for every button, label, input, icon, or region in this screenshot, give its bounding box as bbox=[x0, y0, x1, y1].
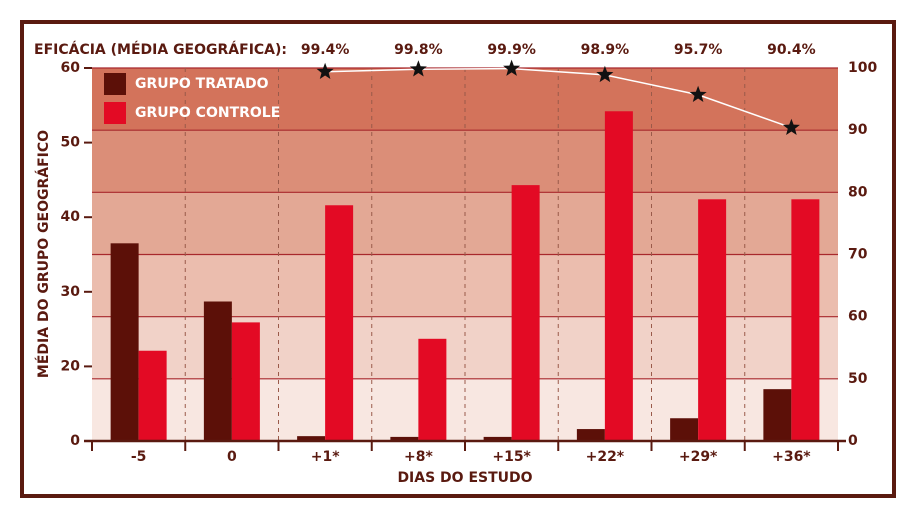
x-tick-label: -5 bbox=[131, 449, 147, 465]
efficacy-value: 99.8% bbox=[394, 42, 443, 58]
bar bbox=[203, 301, 232, 441]
x-tick-label: +15* bbox=[492, 449, 531, 465]
efficacy-value: 99.9% bbox=[487, 42, 536, 58]
efficacy-star bbox=[409, 60, 427, 77]
y2-tick-label: 100 bbox=[848, 60, 877, 76]
bar bbox=[511, 185, 540, 441]
x-axis-label: DIAS DO ESTUDO bbox=[397, 470, 532, 486]
x-tick-label: +1* bbox=[311, 449, 340, 465]
y-tick-label: 0 bbox=[70, 433, 80, 449]
x-tick-label: +22* bbox=[586, 449, 625, 465]
bar bbox=[670, 418, 699, 441]
bar bbox=[791, 199, 820, 441]
y2-tick-label: 90 bbox=[848, 122, 868, 138]
bar bbox=[604, 111, 633, 441]
y2-tick-label: 80 bbox=[848, 184, 868, 200]
x-tick-label: 0 bbox=[227, 449, 237, 465]
y2-tick-label: 50 bbox=[848, 371, 868, 387]
legend-label: GRUPO TRATADO bbox=[135, 76, 269, 92]
bar bbox=[297, 436, 326, 441]
x-tick-label: +36* bbox=[772, 449, 811, 465]
x-tick-label: +29* bbox=[679, 449, 718, 465]
y-axis-label: MÉDIA DO GRUPO GEOGRÁFICO bbox=[35, 130, 52, 378]
legend-swatch bbox=[104, 73, 126, 95]
y2-tick-label: 60 bbox=[848, 309, 868, 325]
y-tick-label: 60 bbox=[61, 60, 81, 76]
bar bbox=[138, 350, 167, 441]
efficacy-star bbox=[316, 62, 334, 79]
y-tick-label: 20 bbox=[61, 358, 81, 374]
efficacy-value: 90.4% bbox=[767, 42, 816, 58]
y-tick-label: 30 bbox=[61, 284, 81, 300]
efficacy-line bbox=[325, 67, 792, 129]
bar bbox=[483, 436, 512, 441]
efficacy-star bbox=[689, 85, 707, 102]
efficacy-value: 95.7% bbox=[674, 42, 723, 58]
efficacy-value: 99.4% bbox=[301, 42, 350, 58]
bar bbox=[418, 338, 447, 441]
y-tick-label: 40 bbox=[61, 209, 81, 225]
legend-swatch bbox=[104, 102, 126, 124]
efficacy-star bbox=[782, 118, 800, 135]
bar bbox=[698, 199, 727, 441]
y2-tick-label: 0 bbox=[848, 433, 858, 449]
bar bbox=[110, 243, 139, 441]
efficacy-label: EFICÁCIA (MÉDIA GEOGRÁFICA): bbox=[34, 41, 287, 58]
bar bbox=[231, 322, 260, 441]
legend-label: GRUPO CONTROLE bbox=[135, 105, 280, 121]
efficacy-value: 98.9% bbox=[581, 42, 630, 58]
efficacy-star bbox=[503, 59, 521, 76]
bar bbox=[390, 436, 419, 441]
efficacy-star bbox=[596, 65, 614, 83]
bar bbox=[576, 429, 605, 441]
y-tick-label: 50 bbox=[61, 135, 81, 151]
bar bbox=[325, 205, 354, 441]
y2-tick-label: 70 bbox=[848, 247, 868, 263]
x-tick-label: +8* bbox=[404, 449, 433, 465]
bar bbox=[763, 389, 792, 441]
